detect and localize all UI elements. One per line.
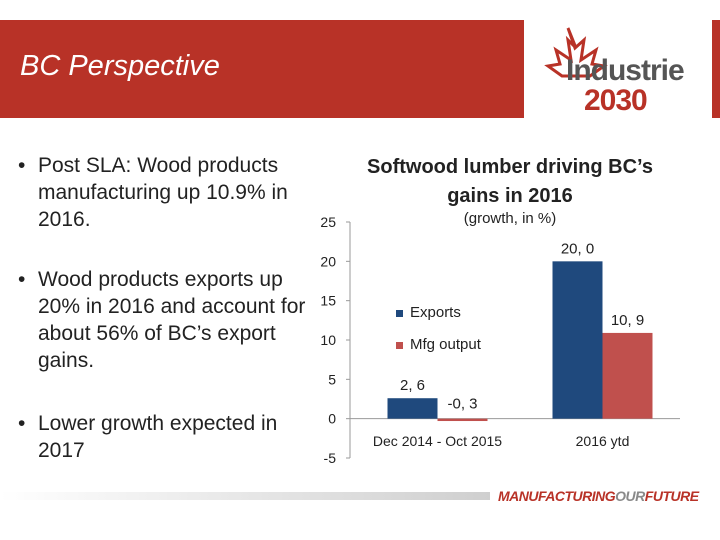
bar-mfg-output [602, 332, 653, 419]
bar-exports [552, 261, 603, 419]
bullet-text: Post SLA: Wood products manufacturing up… [38, 154, 288, 231]
bullet-item: • Post SLA: Wood products manufacturing … [18, 152, 308, 233]
data-label: 10, 9 [611, 312, 644, 329]
data-label: 2, 6 [400, 377, 425, 394]
y-tick-label: 20 [320, 253, 336, 269]
y-tick-label: 10 [320, 332, 336, 348]
bar-mfg-output [437, 418, 488, 422]
data-label: -0, 3 [447, 396, 477, 413]
legend-swatch [396, 342, 403, 349]
footer-divider [0, 492, 490, 500]
bullet-marker: • [18, 412, 26, 435]
y-tick-label: 0 [328, 411, 336, 427]
maple-leaf-icon [544, 27, 608, 78]
logo-word-industrie: Industrie [566, 54, 685, 87]
chart-title: Softwood lumber driving BC’s gains in 20… [367, 156, 653, 207]
slide-title: BC Perspective [20, 50, 220, 82]
y-tick-label: 15 [320, 293, 336, 309]
footer-brand-part3: FUTURE [644, 488, 699, 504]
y-tick-label: 25 [320, 214, 336, 230]
footer-brand: MANUFACTURINGOURFUTURE [498, 488, 699, 504]
footer-brand-part2: OUR [615, 488, 645, 504]
x-tick-label: Dec 2014 - Oct 2015 [373, 433, 502, 449]
bullet-text: Wood products exports up 20% in 2016 and… [38, 268, 306, 372]
bullet-item: • Wood products exports up 20% in 2016 a… [18, 266, 308, 374]
y-tick-label: 5 [328, 371, 336, 387]
bullet-marker: • [18, 154, 26, 177]
legend-swatch [396, 310, 403, 317]
bullet-item: • Lower growth expected in 2017 [18, 410, 308, 464]
bullet-text: Lower growth expected in 2017 [38, 412, 278, 462]
legend-label: Mfg output [410, 336, 482, 353]
legend-label: Exports [410, 304, 461, 321]
data-label: 20, 0 [561, 240, 594, 257]
chart-subtitle: (growth, in %) [463, 210, 557, 227]
bullet-marker: • [18, 268, 26, 291]
bar-exports [387, 398, 438, 419]
y-tick-label: -5 [324, 450, 337, 466]
x-tick-label: 2016 ytd [576, 433, 630, 449]
industrie-2030-logo: Industrie 2030 [524, 18, 712, 126]
logo-word-2030: 2030 [584, 84, 648, 117]
footer-brand-part1: MANUFACTURING [498, 488, 616, 504]
